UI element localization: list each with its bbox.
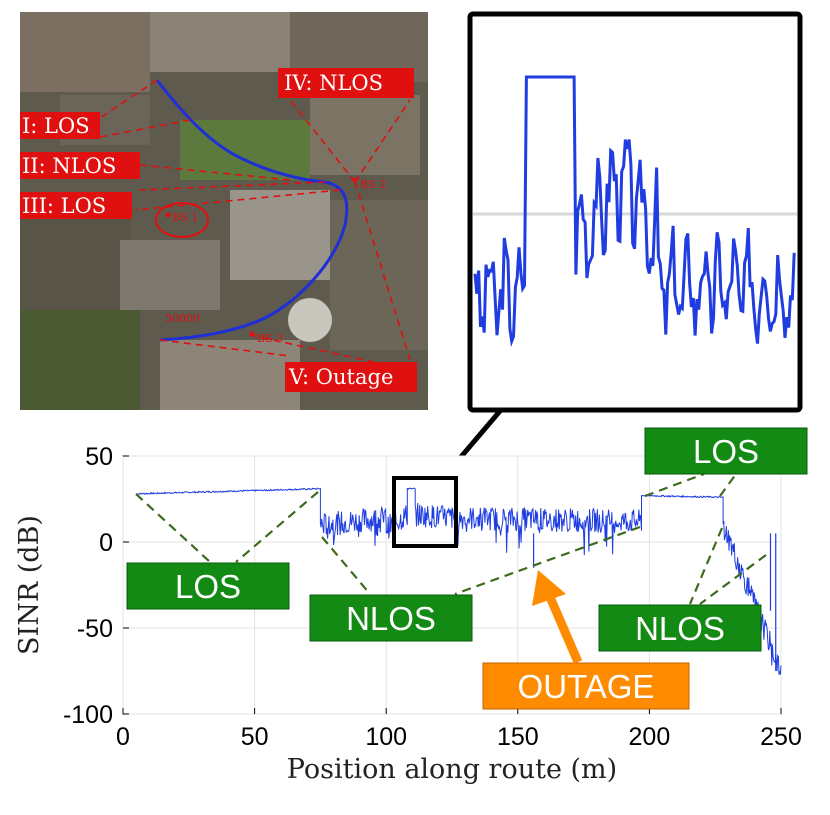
x-tick-label: 150 bbox=[497, 723, 539, 751]
y-tick-label: 0 bbox=[99, 529, 113, 557]
y-axis-label: SINR (dB) bbox=[14, 515, 45, 655]
map-block bbox=[20, 310, 140, 410]
map-block bbox=[160, 340, 300, 410]
x-tick-label: 200 bbox=[629, 723, 671, 751]
bs2-label: BS 2 bbox=[360, 178, 386, 191]
zoom-box bbox=[392, 476, 458, 548]
bs3-label: BS 3 bbox=[257, 332, 283, 345]
bs1-label: BS 1 bbox=[172, 211, 198, 224]
label-i-los: I: LOS bbox=[22, 114, 90, 138]
x-tick-label: 250 bbox=[760, 723, 802, 751]
inset-panel bbox=[467, 11, 803, 413]
inset-line bbox=[473, 75, 796, 348]
los-left-box: LOS bbox=[126, 562, 290, 610]
label-v-outage: V: Outage bbox=[288, 365, 393, 389]
map-block bbox=[20, 12, 150, 92]
los-right-box: LOS bbox=[644, 427, 808, 475]
outage-arrow bbox=[532, 570, 583, 664]
annotation-dashes bbox=[135, 472, 767, 605]
bs2-dot bbox=[352, 177, 358, 183]
inset-series bbox=[473, 75, 796, 348]
map-marker-label: 50000 bbox=[165, 312, 200, 325]
y-axis-ticks: 50 0 -50 -100 bbox=[63, 443, 129, 729]
route-path bbox=[155, 79, 349, 342]
label-iii-los: III: LOS bbox=[22, 194, 106, 218]
aerial-map: BS 1 BS 2 BS 3 50000 I: LOS II: NLOS III… bbox=[20, 12, 428, 410]
map-block bbox=[120, 240, 220, 310]
y-tick-label: -100 bbox=[63, 701, 113, 729]
bs1-circle bbox=[155, 202, 209, 238]
map-region-labels: I: LOS II: NLOS III: LOS IV: NLOS V: Out… bbox=[20, 68, 417, 392]
bs-markers: BS 1 BS 2 BS 3 50000 bbox=[155, 177, 386, 345]
x-tick-label: 0 bbox=[116, 723, 130, 751]
nlos-right-label: NLOS bbox=[635, 610, 725, 647]
x-axis-ticks: 0 50 100 150 200 250 bbox=[116, 708, 802, 751]
map-block bbox=[230, 190, 330, 280]
label-iv-nlos: IV: NLOS bbox=[284, 71, 383, 95]
outage-label: OUTAGE bbox=[518, 668, 655, 705]
map-rotunda bbox=[288, 298, 332, 342]
y-tick-label: 50 bbox=[85, 443, 113, 471]
bs3-dot bbox=[249, 331, 255, 337]
nlos-mid-label: NLOS bbox=[346, 600, 436, 637]
x-tick-label: 100 bbox=[365, 723, 407, 751]
outage-box: OUTAGE bbox=[482, 662, 690, 710]
los-left-label: LOS bbox=[175, 568, 241, 605]
label-ii-nlos: II: NLOS bbox=[22, 154, 116, 178]
x-axis-label: Position along route (m) bbox=[287, 754, 617, 785]
x-tick-label: 50 bbox=[241, 723, 269, 751]
map-block bbox=[310, 95, 420, 175]
label-box-iv bbox=[278, 68, 414, 98]
label-box-ii bbox=[20, 152, 140, 179]
label-box-i bbox=[20, 112, 100, 139]
nlos-right-box: NLOS bbox=[598, 604, 762, 652]
y-tick-label: -50 bbox=[77, 615, 113, 643]
map-block bbox=[150, 12, 290, 72]
label-box-iii bbox=[20, 192, 132, 219]
label-box-v bbox=[285, 362, 417, 392]
bs1-dot bbox=[165, 212, 171, 218]
nlos-mid-box: NLOS bbox=[309, 594, 473, 642]
los-right-label: LOS bbox=[693, 433, 759, 470]
